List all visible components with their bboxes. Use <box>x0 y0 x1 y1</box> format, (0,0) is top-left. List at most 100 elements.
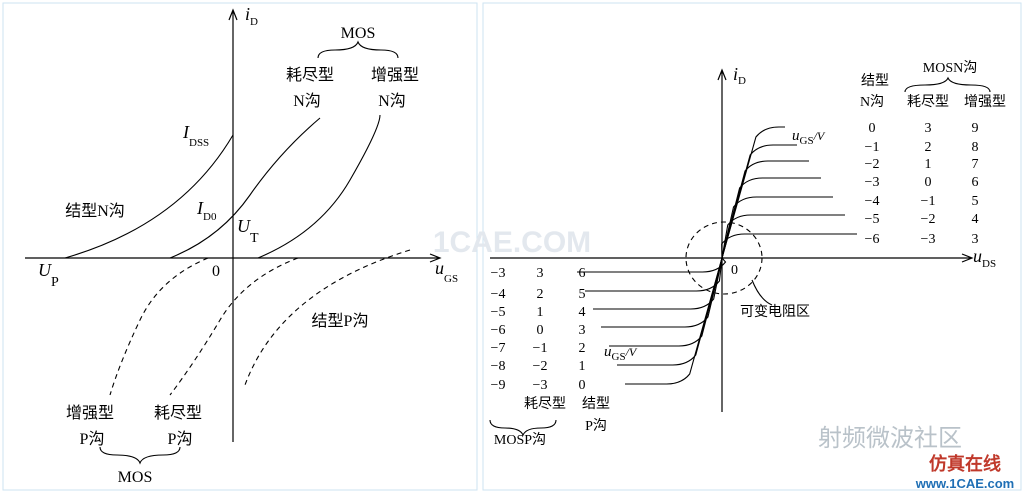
up-label: UP <box>38 260 59 290</box>
header-label: 结型 <box>582 396 610 412</box>
table-cell: −5 <box>491 305 506 320</box>
curve-label: 结型N沟 <box>65 202 125 220</box>
label-main: U <box>38 260 52 280</box>
type-label: 耗尽型 <box>286 66 334 84</box>
label-main: I <box>196 198 204 218</box>
label-main: i <box>245 4 250 24</box>
table-cell: 3 <box>537 266 544 281</box>
table-cell: −4 <box>491 287 506 302</box>
origin-label: 0 <box>731 263 738 278</box>
table-cell: 8 <box>972 140 979 155</box>
y-axis <box>717 68 727 412</box>
table-cell: 3 <box>972 232 979 247</box>
panel-border <box>482 2 1022 491</box>
label-sub: DS <box>982 258 996 270</box>
y-axis <box>228 8 238 442</box>
header-label: N沟 <box>860 94 884 110</box>
curve-enhancement-p <box>109 257 209 396</box>
label-main: U <box>237 216 251 236</box>
table-cell: −7 <box>491 341 506 356</box>
label-sub: DSS <box>189 137 209 149</box>
label-sub: T <box>250 231 259 246</box>
label-sub: GS <box>444 273 458 285</box>
label-sub: GS <box>612 351 626 363</box>
header-label: MOSN沟 <box>923 60 977 76</box>
curve-label: 结型P沟 <box>312 312 369 330</box>
header-label: 增强型 <box>964 94 1006 110</box>
table-cell: 2 <box>925 140 932 155</box>
panel-border <box>2 2 478 491</box>
curve-depletion-p <box>169 257 299 396</box>
channel-label: P沟 <box>80 430 105 448</box>
watermark: 仿真在线 <box>929 453 1001 474</box>
table-cell: −3 <box>533 378 548 393</box>
watermark: 射频微波社区 <box>818 425 962 452</box>
x-axis <box>490 253 974 263</box>
label-unit: /V <box>625 345 638 359</box>
table-cell: −3 <box>865 175 880 190</box>
output-curve <box>609 257 723 347</box>
output-curve <box>721 160 809 259</box>
y-axis-label: iD <box>733 64 746 87</box>
table-cell: −2 <box>533 359 548 374</box>
brace <box>99 446 181 465</box>
header-label: 耗尽型 <box>907 94 949 110</box>
table-cell: 4 <box>579 305 586 320</box>
output-curve <box>617 257 723 366</box>
output-curve <box>721 196 833 259</box>
curve-depletion-n <box>169 117 321 259</box>
table-cell: −1 <box>921 194 936 209</box>
table-cell: 2 <box>537 287 544 302</box>
table-cell: −1 <box>865 140 880 155</box>
output-curve <box>601 257 723 328</box>
region-label: 可变电阻区 <box>740 304 810 320</box>
table-cell: −8 <box>491 359 506 374</box>
output-curve <box>721 177 821 259</box>
curve-enhancement-n <box>257 114 381 259</box>
table-cell: 3 <box>579 323 586 338</box>
table-cell: 0 <box>869 121 876 136</box>
channel-label: N沟 <box>378 92 406 110</box>
header-label: P沟 <box>585 418 607 434</box>
region-leader <box>751 279 773 306</box>
table-cell: 5 <box>579 287 586 302</box>
label-main: u <box>792 128 800 144</box>
table-cell: 3 <box>925 121 932 136</box>
label-main: u <box>435 258 444 278</box>
header-label: MOSP沟 <box>494 432 546 448</box>
watermark: www.1CAE.com <box>915 476 1014 491</box>
table-cell: 9 <box>972 121 979 136</box>
curve-jfet-p <box>244 249 411 386</box>
left-panel: iD uGS 0 MOS 耗尽型 N沟 增强型 N沟 IDSS 结型N沟 ID0… <box>25 4 458 486</box>
group-label: MOS <box>118 469 153 486</box>
table-cell: −6 <box>491 323 506 338</box>
table-cell: 4 <box>972 212 979 227</box>
table-cell: −2 <box>921 212 936 227</box>
output-curve <box>625 257 723 385</box>
label-main: u <box>604 344 612 360</box>
ugs-label: uGS/V <box>792 128 826 147</box>
label-main: i <box>733 64 738 84</box>
output-curve <box>721 144 797 259</box>
channel-label: P沟 <box>168 430 193 448</box>
ugs-label: uGS/V <box>604 344 638 363</box>
header-label: 结型 <box>861 73 889 89</box>
table-cell: 6 <box>972 175 979 190</box>
output-curve <box>721 126 785 259</box>
table-cell: 0 <box>579 378 586 393</box>
output-curve <box>593 257 723 310</box>
output-curve <box>585 257 723 292</box>
label-sub: D <box>738 75 746 87</box>
header-label: 耗尽型 <box>524 396 566 412</box>
table-cell: 0 <box>537 323 544 338</box>
table-cell: 2 <box>579 341 586 356</box>
table-cell: −4 <box>865 194 880 209</box>
table-cell: −5 <box>865 212 880 227</box>
origin-label: 0 <box>212 263 220 280</box>
table-cell: −1 <box>533 341 548 356</box>
x-axis-label: uDS <box>973 246 996 270</box>
brace <box>317 40 399 59</box>
table-cell: −9 <box>491 378 506 393</box>
label-sub: P <box>51 275 59 290</box>
label-sub: GS <box>800 135 814 147</box>
